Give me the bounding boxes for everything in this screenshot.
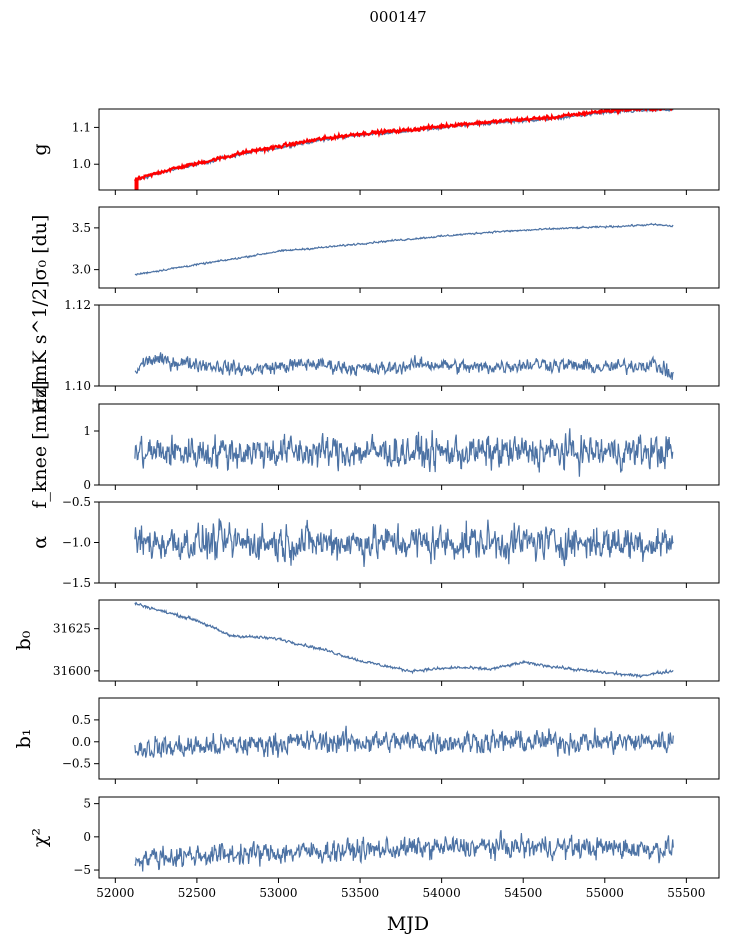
y-axis-label-b0: b₀ bbox=[13, 630, 35, 650]
y-tick-label: 1 bbox=[83, 424, 91, 438]
y-axis-label-sigma0-mk: σ₀[mK s^1/2] bbox=[29, 281, 51, 411]
panel-b1: −0.5 0.0 0.5 b₁ bbox=[13, 697, 720, 784]
x-tick-label: 52000 bbox=[96, 886, 134, 900]
series-line-b0 bbox=[134, 601, 674, 679]
y-tick-label: 3.0 bbox=[72, 263, 91, 277]
x-tick-label: 52500 bbox=[178, 886, 216, 900]
panel-frame-fknee bbox=[98, 403, 720, 486]
panel-frame-sigma0-du bbox=[98, 206, 720, 289]
x-axis-label: MJD bbox=[387, 913, 429, 935]
y-axis-label-g: g bbox=[29, 143, 51, 155]
series-line-b1 bbox=[134, 725, 674, 758]
y-axis-label-chi2: χ² bbox=[29, 828, 51, 847]
panel-fknee: 0 1 f_knee [mHz] bbox=[29, 380, 720, 509]
series-line-chi2 bbox=[134, 830, 674, 872]
y-tick-label: 1.10 bbox=[64, 379, 91, 393]
series-line-fknee bbox=[134, 428, 674, 477]
y-axis-label-alpha: α bbox=[29, 536, 51, 549]
panel-g: 1.0 1.1 g bbox=[29, 108, 720, 195]
x-tick-label: 54500 bbox=[504, 886, 542, 900]
y-tick-label: 3.5 bbox=[72, 221, 91, 235]
panel-chi2: 52000 52500 53000 53500 54000 54500 55000 55500… bbox=[29, 796, 720, 900]
y-tick-label: −0.5 bbox=[62, 495, 91, 509]
y-tick-label: −1.0 bbox=[62, 536, 91, 550]
x-tick-label: 54000 bbox=[423, 886, 461, 900]
x-tick-label: 53000 bbox=[259, 886, 297, 900]
series-line-g bbox=[134, 109, 674, 181]
x-tick-label: 55500 bbox=[667, 886, 705, 900]
y-tick-label: −5 bbox=[73, 863, 91, 877]
panel-sigma0-mk: 1.10 1.12 σ₀[mK s^1/2] bbox=[29, 281, 720, 411]
y-tick-label: 5 bbox=[83, 797, 91, 811]
y-tick-label: 0 bbox=[83, 478, 91, 492]
y-tick-label: 1.1 bbox=[72, 120, 91, 134]
panel-frame-b0 bbox=[98, 599, 720, 682]
panel-frame-b1 bbox=[98, 697, 720, 780]
panel-alpha: −1.5 −1.0 −0.5 α bbox=[29, 495, 720, 590]
panel-sigma0-du: 3.0 3.5 σ₀ [du] bbox=[29, 206, 720, 293]
series-line-sigma0-du bbox=[134, 222, 674, 276]
y-tick-label: 31625 bbox=[53, 622, 91, 636]
y-axis-label-sigma0-du: σ₀ [du] bbox=[29, 215, 51, 281]
chart-title: 000147 bbox=[369, 8, 426, 26]
series-line-sigma0-mk bbox=[134, 352, 674, 381]
y-tick-label: 31600 bbox=[53, 664, 91, 678]
series-line-highlight bbox=[134, 109, 674, 182]
y-tick-label: −1.5 bbox=[62, 576, 91, 590]
y-tick-label: 0.5 bbox=[72, 713, 91, 727]
panel-frame-g bbox=[98, 108, 720, 191]
y-tick-label: 0 bbox=[83, 830, 91, 844]
series-line-alpha bbox=[134, 518, 674, 567]
panel-frame-chi2 bbox=[98, 796, 720, 879]
x-tick-label: 53500 bbox=[341, 886, 379, 900]
y-axis-label-b1: b₁ bbox=[13, 729, 35, 749]
y-axis-label-fknee: f_knee [mHz] bbox=[29, 380, 51, 508]
panel-frame-sigma0-mk bbox=[98, 304, 720, 387]
y-tick-label: 1.12 bbox=[64, 298, 91, 312]
panel-b0: 31600 31625 b₀ bbox=[13, 599, 720, 686]
y-tick-label: 1.0 bbox=[72, 157, 91, 171]
y-tick-label: −0.5 bbox=[62, 757, 91, 771]
x-tick-label: 55000 bbox=[586, 886, 624, 900]
y-tick-label: 0.0 bbox=[72, 735, 91, 749]
